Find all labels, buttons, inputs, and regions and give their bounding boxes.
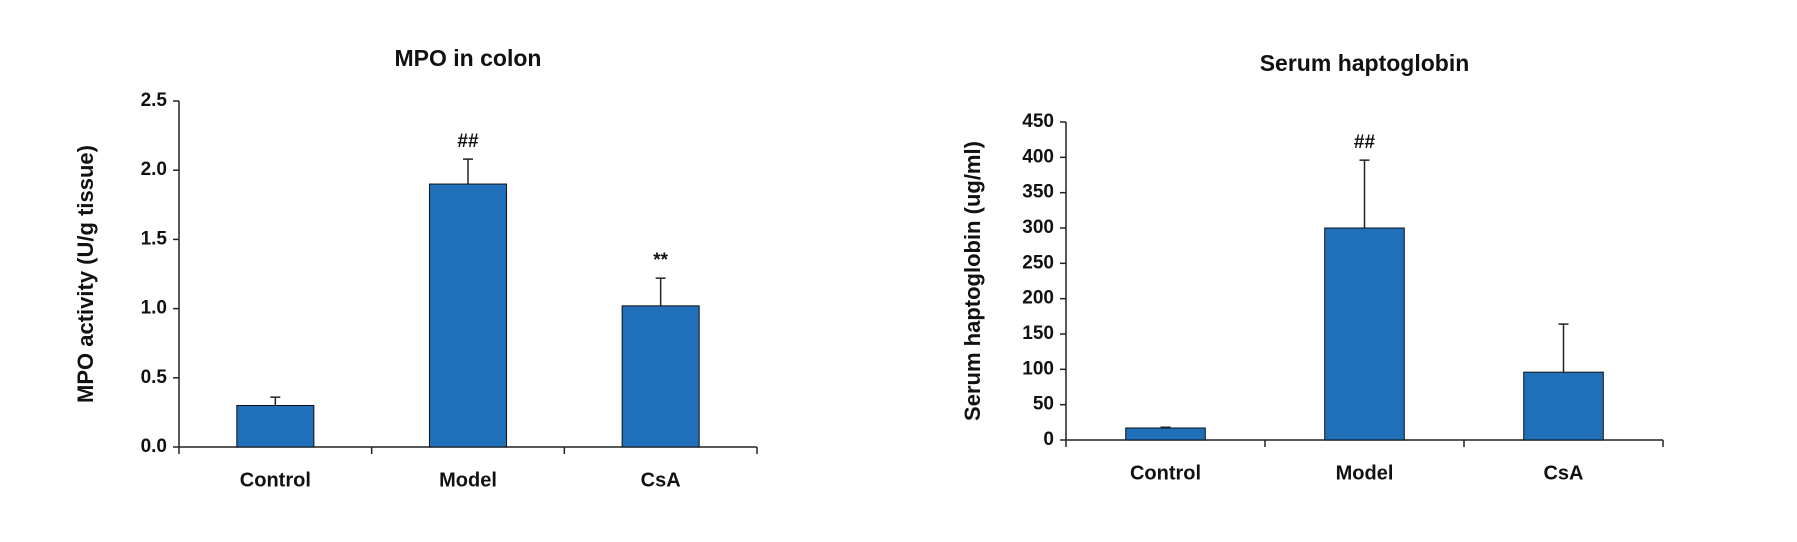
x-tick-label: CsA	[641, 469, 681, 491]
y-tick-label: 2.0	[141, 159, 167, 180]
x-tick-label: CsA	[1543, 462, 1583, 484]
y-tick-label: 100	[1022, 358, 1054, 379]
chart-title: MPO in colon	[395, 45, 542, 71]
y-tick-label: 1.0	[141, 298, 167, 319]
x-tick-label: Control	[1130, 462, 1201, 484]
significance-label: ##	[457, 131, 479, 152]
bar	[621, 305, 700, 448]
y-axis-label: MPO activity (U/g tissue)	[73, 145, 98, 403]
significance-label: ##	[1354, 132, 1376, 153]
bar	[428, 183, 508, 448]
y-tick-label: 1.5	[141, 228, 168, 249]
bar	[1324, 227, 1405, 441]
y-tick-label: 450	[1022, 111, 1054, 132]
bar	[236, 404, 315, 448]
y-tick-label: 0	[1043, 429, 1054, 450]
y-tick-label: 400	[1022, 146, 1054, 167]
y-tick-label: 250	[1022, 252, 1054, 273]
y-tick-label: 50	[1033, 394, 1054, 415]
y-tick-label: 0.5	[141, 367, 168, 388]
y-tick-label: 0.0	[141, 436, 167, 457]
bar	[1523, 371, 1604, 441]
x-tick-label: Model	[439, 469, 497, 491]
y-axis-label: Serum haptoglobin (ug/ml)	[960, 141, 985, 421]
y-tick-label: 200	[1022, 288, 1054, 309]
y-tick-label: 350	[1022, 182, 1054, 203]
x-tick-label: Control	[240, 469, 311, 491]
y-tick-label: 2.5	[141, 90, 168, 111]
chart-title: Serum haptoglobin	[1260, 50, 1470, 76]
bar	[1125, 427, 1206, 441]
significance-label: **	[653, 250, 668, 271]
x-tick-label: Model	[1336, 462, 1394, 484]
y-tick-label: 300	[1022, 217, 1054, 238]
y-tick-label: 150	[1022, 323, 1054, 344]
